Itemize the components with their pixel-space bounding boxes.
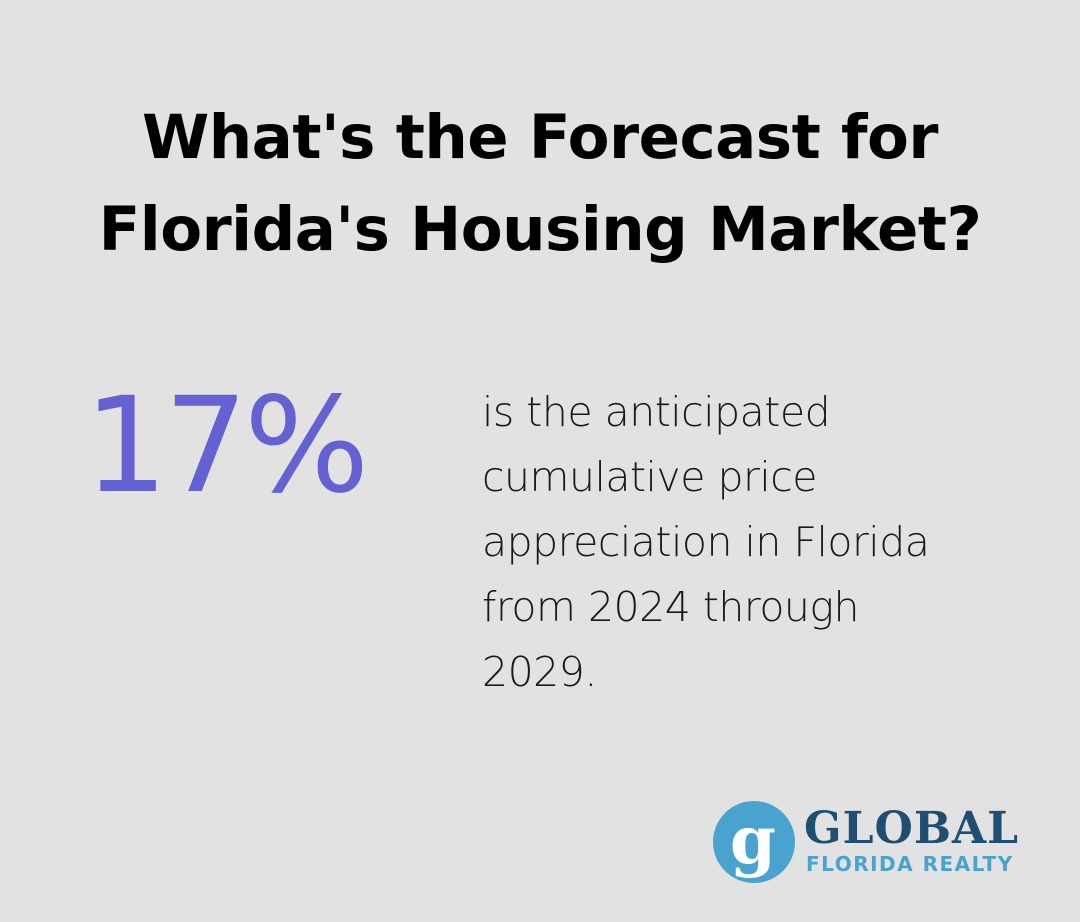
stat-description: is the anticipated cumulative price appr… [482,380,1002,705]
stat-description-line: is the anticipated [482,388,831,436]
company-logo: g GLOBAL FLORIDA REALTY [712,800,1052,884]
stat-description-line: from 2024 through [482,583,860,631]
logo-mark-icon: g [713,801,795,883]
stat-value: 17% [84,369,369,523]
title-line-2: Florida's Housing Market? [98,194,982,265]
title-line-1: What's the Forecast for [141,102,939,173]
page-title: What's the Forecast for Florida's Housin… [40,92,1040,276]
logo-subtitle: FLORIDA REALTY [806,852,1014,876]
stat-description-line: 2029. [482,648,597,696]
stat-description-line: cumulative price [482,453,818,501]
stat-description-line: appreciation in Florida [482,518,930,566]
logo-name: GLOBAL [804,803,1020,854]
logo-mark-letter: g [730,801,776,879]
